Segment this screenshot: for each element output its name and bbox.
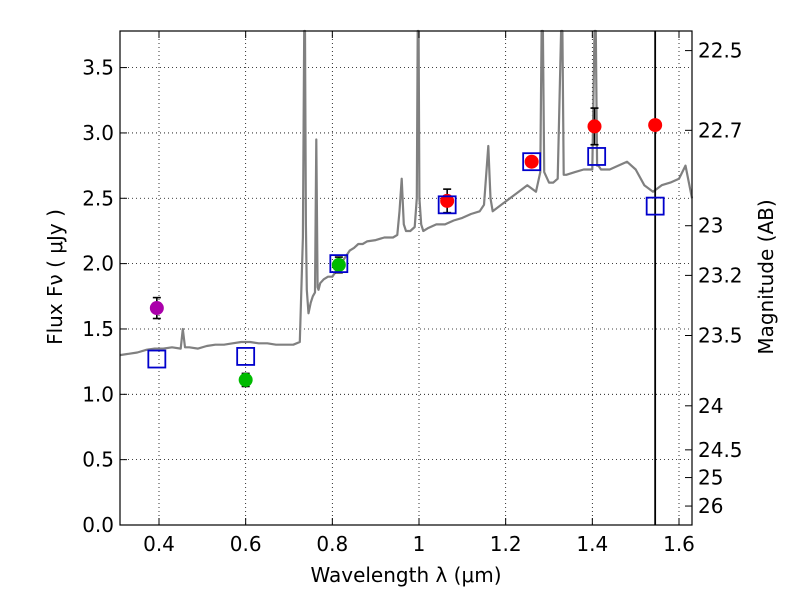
observed-point <box>149 301 164 316</box>
model-square-marker <box>645 196 665 216</box>
x-axis-label: Wavelength λ (μm) <box>310 563 501 587</box>
observed-point <box>648 118 663 133</box>
data-points <box>147 107 665 388</box>
right-tick-label: 24.5 <box>698 438 743 462</box>
y-tick-label: 0.0 <box>82 513 114 537</box>
right-tick-label: 23.5 <box>698 324 743 348</box>
y-tick-label: 1.0 <box>82 382 114 406</box>
model-square-marker <box>437 195 457 215</box>
y-axis-label: Flux Fν ( μJy ) <box>43 209 67 345</box>
grid <box>120 31 692 526</box>
plot-frame <box>119 30 693 526</box>
model-square-marker <box>587 147 607 166</box>
x-tick-label: 1.2 <box>490 532 522 556</box>
tick-labels: 0.4 0.6 0.8 1 1.2 1.4 1.6 0.0 0.5 1.0 1.5 2.0 2.5 3.0… <box>82 39 742 556</box>
model-square-marker <box>236 347 256 366</box>
observed-point <box>238 372 253 387</box>
y-tick-label: 3.0 <box>82 121 114 145</box>
right-tick-label: 22.5 <box>698 39 743 63</box>
y-tick-label: 2.5 <box>82 186 114 210</box>
right-y-axis-label: Magnitude (AB) <box>754 199 778 354</box>
y-tick-label: 0.5 <box>82 448 114 472</box>
right-tick-label: 24 <box>698 394 723 418</box>
observed-point <box>524 154 539 169</box>
observed-point <box>587 119 602 134</box>
y-tick-label: 1.5 <box>82 317 114 341</box>
right-tick-label: 26 <box>698 494 723 518</box>
right-tick-label: 22.7 <box>698 118 743 142</box>
model-spectrum-line <box>119 29 694 357</box>
x-tick-label: 0.8 <box>316 532 348 556</box>
model-square-marker <box>147 349 167 369</box>
right-tick-label: 23.2 <box>698 263 743 287</box>
x-tick-label: 1 <box>413 532 426 556</box>
model-square-marker <box>329 254 349 274</box>
right-tick-label: 23 <box>698 214 723 238</box>
x-tick-label: 1.4 <box>576 532 608 556</box>
y-tick-label: 2.0 <box>82 252 114 276</box>
right-tick-label: 25 <box>698 466 723 490</box>
model-square-marker <box>522 152 542 172</box>
x-tick-label: 0.6 <box>230 532 262 556</box>
observed-point <box>331 257 346 272</box>
y-tick-label: 3.5 <box>82 56 114 80</box>
x-tick-label: 1.6 <box>663 532 695 556</box>
observed-point <box>440 193 455 208</box>
x-tick-label: 0.4 <box>143 532 175 556</box>
tick-marks <box>120 31 692 526</box>
spectrum-layer <box>119 29 694 357</box>
